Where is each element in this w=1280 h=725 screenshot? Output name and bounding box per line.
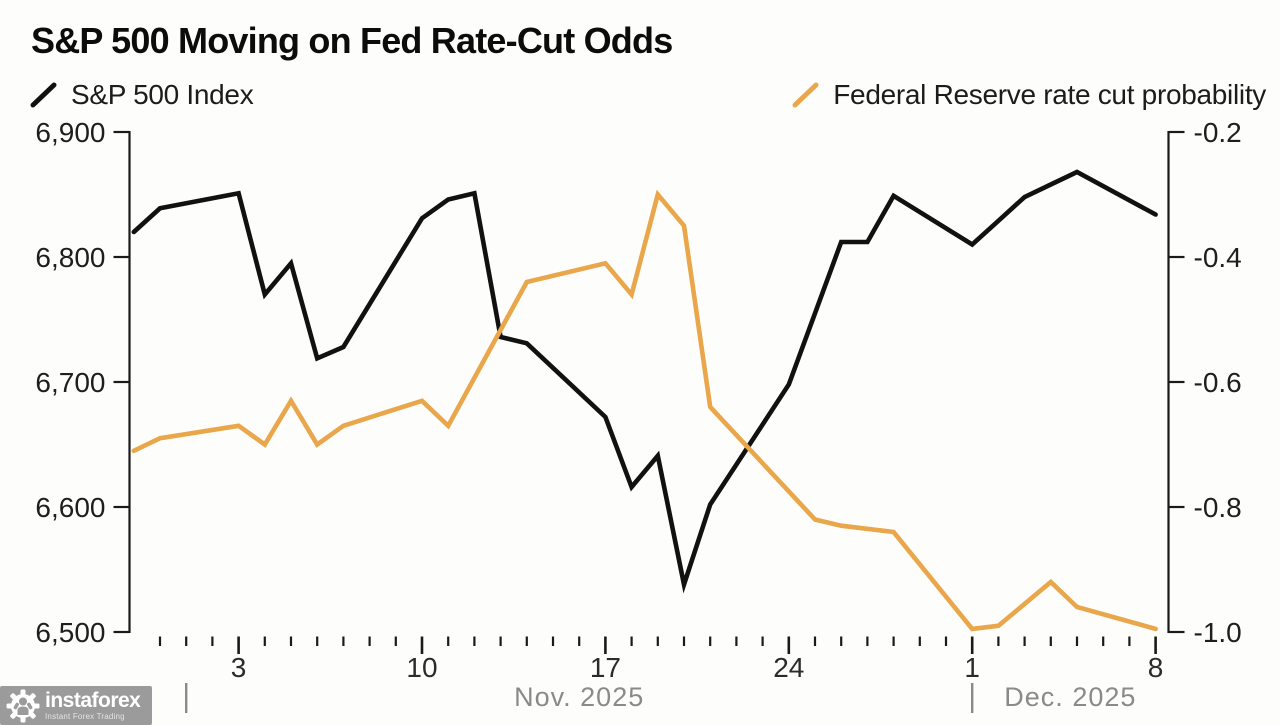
svg-text:6,700: 6,700 — [35, 367, 105, 398]
svg-text:-1.0: -1.0 — [1194, 617, 1242, 648]
svg-text:6,900: 6,900 — [35, 117, 105, 148]
x-axis-months: Nov. 2025 Dec. 2025 — [184, 682, 1136, 713]
legend-sp500-index: S&P 500 Index — [30, 79, 254, 111]
svg-text:-0.4: -0.4 — [1194, 242, 1242, 273]
svg-text:6,600: 6,600 — [35, 492, 105, 523]
legend-fed-rate-cut: Federal Reserve rate cut probability — [792, 79, 1266, 111]
y-axis-right: -0.2 -0.4 -0.6 -0.8 -1.0 — [1167, 117, 1242, 648]
orange-slash-icon — [792, 82, 819, 108]
svg-text:1: 1 — [964, 652, 980, 683]
svg-text:6,500: 6,500 — [35, 617, 105, 648]
gear-person-icon — [6, 689, 40, 722]
black-slash-icon — [30, 82, 57, 108]
svg-text:-0.6: -0.6 — [1194, 367, 1242, 398]
svg-text:24: 24 — [773, 652, 804, 683]
series-line-federal-reserve-rate-cut-probability — [131, 189, 1158, 632]
legend-sp500-label: S&P 500 Index — [71, 79, 254, 110]
svg-text:Dec. 2025: Dec. 2025 — [1004, 682, 1136, 712]
legend-fed-label: Federal Reserve rate cut probability — [833, 79, 1266, 110]
svg-text:17: 17 — [590, 652, 621, 683]
svg-text:3: 3 — [231, 652, 247, 683]
x-axis: 3 10 17 24 1 8 — [158, 636, 1164, 683]
svg-text:-0.8: -0.8 — [1194, 492, 1242, 523]
chart-title: S&P 500 Moving on Fed Rate-Cut Odds — [31, 20, 673, 61]
svg-text:Nov. 2025: Nov. 2025 — [514, 682, 644, 712]
svg-text:8: 8 — [1148, 652, 1164, 683]
series-line-s-p-500-index — [131, 169, 1158, 594]
logo-tagline-text: Instant Forex Trading — [45, 712, 125, 721]
y-axis-left: 6,900 6,800 6,700 6,600 6,500 — [35, 117, 131, 648]
svg-text:6,800: 6,800 — [35, 242, 105, 273]
svg-text:10: 10 — [406, 652, 437, 683]
svg-text:-0.2: -0.2 — [1194, 117, 1242, 148]
logo-brand-text: instaforex — [45, 689, 141, 712]
instaforex-logo: instaforex Instant Forex Trading — [0, 686, 152, 725]
